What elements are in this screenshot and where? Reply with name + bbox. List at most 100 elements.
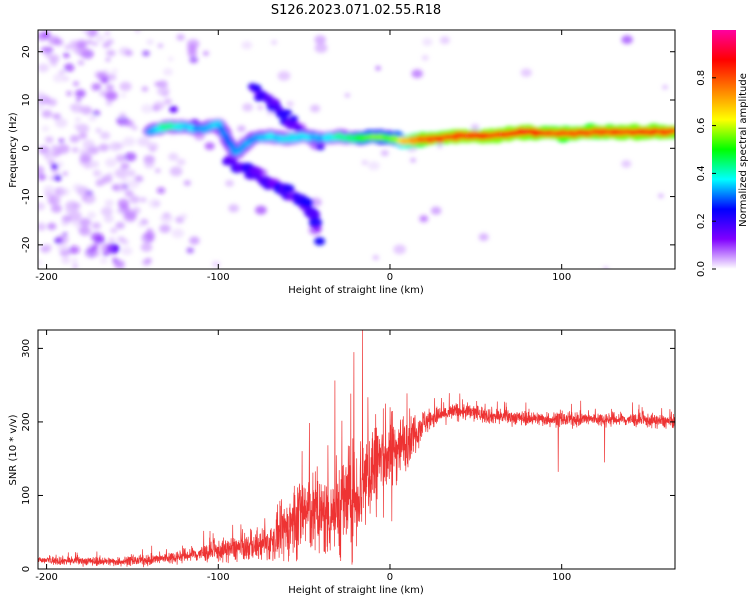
spectrogram-blob	[137, 136, 151, 147]
spectrogram-blob	[105, 90, 119, 101]
spectrogram-blob	[99, 131, 111, 140]
spectrogram-blob	[314, 237, 326, 246]
spectrogram-blob	[241, 41, 253, 50]
spectrogram-blob	[95, 128, 102, 133]
spectrogram-blob	[48, 35, 60, 45]
spectrogram-blob	[41, 109, 53, 118]
y-tick-label: 0	[21, 566, 32, 572]
spectrogram-blob	[75, 117, 81, 122]
spectrogram-blob	[76, 46, 90, 57]
spectrogram-blob	[154, 81, 161, 87]
spectrogram-blob	[79, 217, 92, 227]
spectrogram-blob	[271, 40, 278, 45]
spectrogram-blob	[171, 228, 185, 239]
y-tick-label: -20	[21, 237, 32, 253]
spectrogram-blob	[38, 260, 43, 265]
y-tick-label: 10	[21, 94, 32, 107]
spectrogram-blob	[306, 209, 321, 220]
spectrogram-blob	[189, 236, 200, 245]
spectrogram-blob	[169, 166, 183, 177]
spectrogram-blob	[86, 39, 93, 45]
spectrogram-blob	[160, 213, 173, 224]
spectrogram-blob	[92, 250, 101, 257]
spectrogram-blob	[225, 179, 234, 187]
spectrogram-blob	[103, 215, 114, 223]
spectrogram-blob	[58, 69, 66, 75]
spectrogram-blob	[662, 85, 668, 90]
spectrogram-heatmap	[38, 30, 675, 269]
spectrogram-blob	[62, 171, 68, 176]
spectrogram-blob	[57, 144, 70, 154]
colorbar-tick-label: 0.4	[696, 165, 707, 181]
spectrogram-blob	[251, 84, 262, 92]
spectrogram-blob	[41, 46, 48, 52]
spectrogram-blob	[131, 125, 138, 131]
spectrogram-blob	[154, 201, 160, 206]
y-tick-label: 0	[21, 145, 32, 151]
spectrogram-blob	[121, 176, 128, 182]
x-tick-label: -100	[207, 272, 230, 283]
spectrogram-blob	[79, 153, 92, 163]
spectrogram-blob	[202, 51, 209, 56]
spectrogram-blob	[77, 60, 85, 66]
spectrogram-blob	[119, 81, 132, 92]
spectrogram-blob	[439, 36, 450, 45]
spectrogram-blob	[124, 210, 137, 220]
snr-panel: -200 -100 0 100 0 100 200 300 Height of straig…	[8, 329, 676, 596]
spectrogram-blob	[186, 44, 198, 53]
spectrogram-blob	[375, 66, 381, 71]
snr-x-label: Height of straight line (km)	[288, 585, 424, 596]
spectrogram-y-ticks: -20 -10 0 10 20	[21, 45, 675, 253]
spectrogram-blob	[62, 232, 68, 237]
spectrogram-blob	[56, 234, 69, 245]
spectrogram-blob	[116, 209, 123, 214]
spectrogram-blob	[44, 136, 54, 144]
spectrogram-plot-area	[38, 30, 675, 269]
y-tick-label: 20	[21, 45, 32, 58]
spectrogram-blob	[168, 57, 174, 61]
spectrogram-blob	[95, 34, 106, 43]
spectrogram-blob	[142, 50, 150, 57]
spectrogram-blob	[111, 184, 120, 191]
spectrogram-blob	[84, 252, 91, 258]
spectrogram-blob	[47, 222, 57, 230]
snr-series-line	[38, 330, 675, 568]
spectrogram-blob	[621, 160, 632, 168]
spectrogram-blob	[40, 246, 49, 253]
spectrogram-blob	[242, 103, 254, 112]
colorbar-tick-label: 0.0	[696, 261, 707, 277]
spectrogram-blob	[156, 187, 166, 194]
spectrogram-blob	[51, 145, 58, 151]
spectrogram-blob	[143, 160, 155, 169]
spectrogram-blob	[100, 206, 113, 217]
spectrogram-blob	[106, 73, 117, 81]
spectrogram-blob	[189, 56, 199, 64]
colorbar-tick-label: 0.8	[696, 70, 707, 86]
spectrogram-blob	[84, 164, 91, 169]
spectrogram-blob	[102, 251, 110, 257]
spectrogram-blob	[179, 213, 188, 220]
spectrogram-blob	[38, 224, 46, 231]
spectrogram-blob	[204, 142, 215, 151]
spectrogram-blob	[520, 68, 532, 77]
spectrogram-blob	[670, 127, 675, 134]
spectrogram-blob	[124, 119, 135, 128]
spectrogram-blob	[78, 132, 88, 140]
snr-y-label: SNR (10 * v/v)	[8, 414, 19, 485]
spectrogram-blob	[38, 202, 46, 211]
spectrogram-blob	[100, 243, 114, 254]
spectrogram-blob	[126, 169, 136, 177]
spectrogram-blob	[38, 145, 50, 155]
colorbar-tick-label: 0.2	[696, 213, 707, 229]
spectrogram-blob	[92, 110, 101, 117]
spectrogram-blob	[422, 38, 433, 46]
spectrogram-blob	[101, 174, 113, 184]
spectrogram-blob	[271, 98, 280, 106]
spectrogram-blob	[60, 188, 71, 196]
spectrogram-blob	[58, 138, 65, 144]
spectrogram-blob	[117, 236, 126, 243]
spectrogram-blob	[90, 232, 104, 242]
spectrogram-blob	[49, 58, 58, 65]
spectrogram-blob	[169, 106, 178, 113]
